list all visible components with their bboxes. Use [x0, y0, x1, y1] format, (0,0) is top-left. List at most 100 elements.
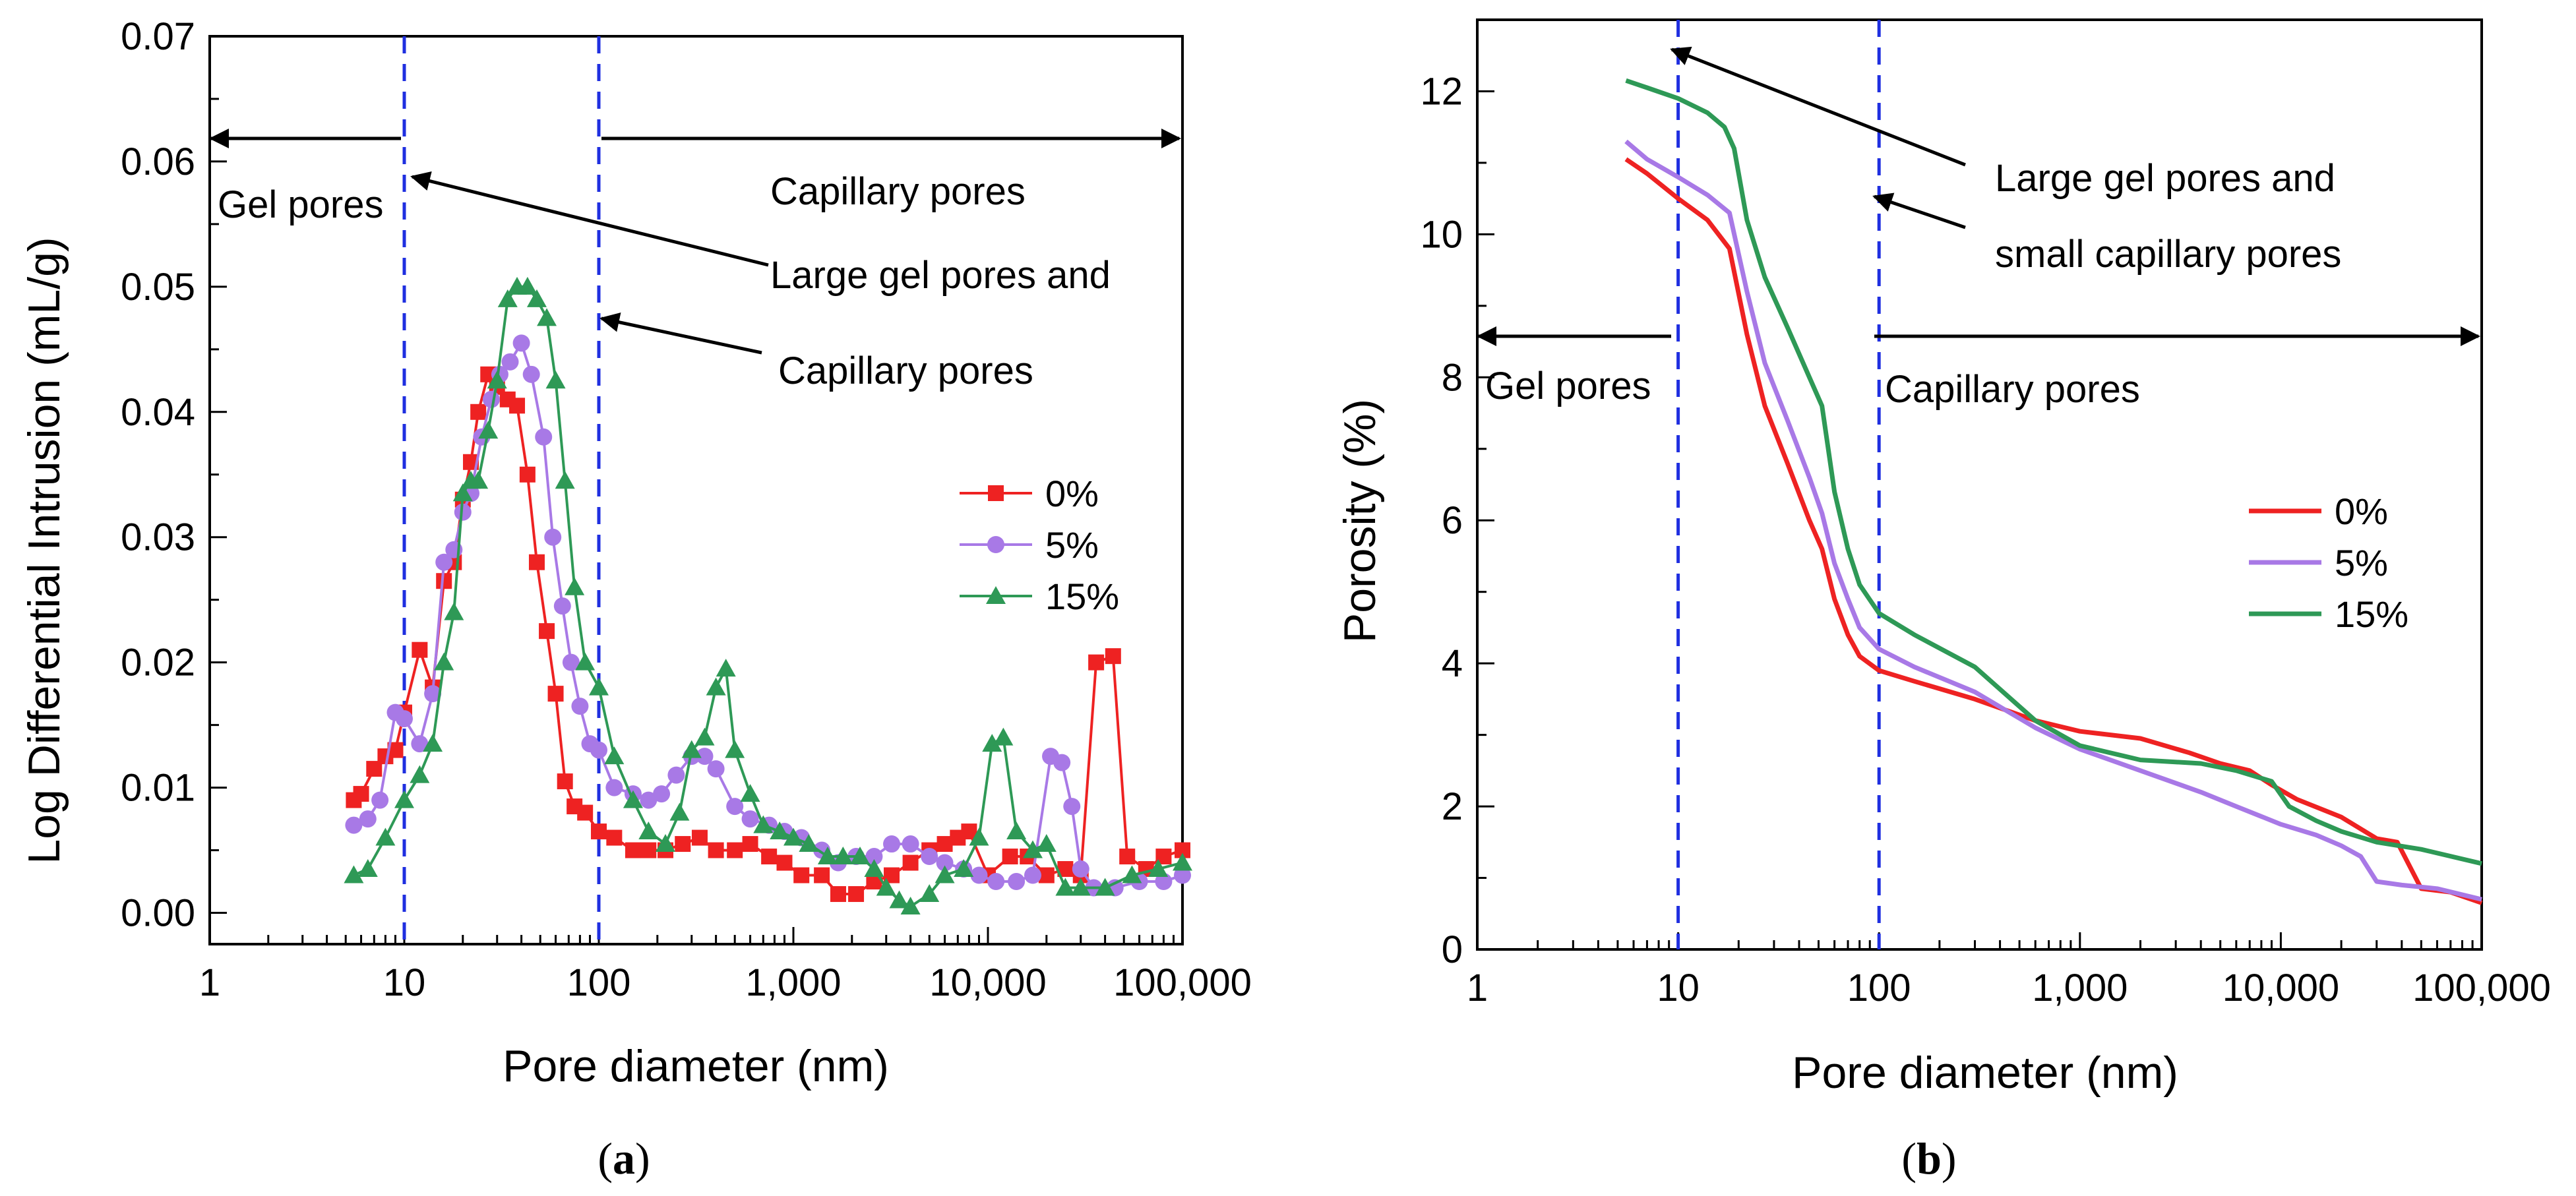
data-point — [562, 653, 580, 671]
data-point — [547, 686, 564, 702]
data-point — [876, 878, 896, 896]
data-point — [482, 390, 500, 408]
data-point — [1148, 859, 1169, 878]
data-point — [411, 735, 429, 753]
data-point — [696, 748, 714, 765]
data-point — [497, 289, 518, 307]
data-point — [357, 859, 378, 878]
data-point — [833, 847, 853, 865]
y-tick-label: 0.04 — [121, 391, 195, 434]
data-point — [850, 847, 871, 865]
data-point — [606, 829, 623, 846]
data-point — [1095, 878, 1115, 896]
data-point — [883, 835, 901, 853]
panel-a-gel-pores-label: Gel pores — [218, 183, 383, 226]
data-point — [604, 746, 625, 765]
legend-item: 15% — [2249, 593, 2408, 635]
data-point — [902, 835, 919, 853]
data-point — [345, 816, 363, 834]
data-point — [864, 859, 884, 878]
data-point — [865, 848, 883, 866]
panel-b-x-axis-label: Pore diameter (nm) — [1792, 1048, 2178, 1098]
series-5pct — [1624, 139, 2482, 902]
data-point — [577, 804, 594, 821]
y-tick-label: 0 — [1442, 928, 1463, 971]
legend-label: 0% — [2335, 491, 2388, 532]
series-line — [1624, 139, 2482, 902]
data-point — [1088, 654, 1105, 671]
y-tick-label: 0.01 — [121, 767, 195, 810]
data-point — [625, 842, 641, 858]
data-point — [793, 867, 810, 883]
data-point — [770, 822, 790, 840]
data-point — [375, 827, 396, 846]
data-point — [359, 810, 377, 828]
data-point — [1053, 754, 1071, 771]
data-point — [423, 734, 443, 752]
data-point — [753, 815, 774, 833]
y-tick-label: 4 — [1442, 642, 1463, 685]
x-tick-label: 1,000 — [745, 961, 841, 1004]
plot-frame — [208, 35, 1184, 945]
data-point — [1174, 866, 1191, 884]
data-point — [1036, 834, 1057, 852]
data-point — [545, 371, 566, 389]
y-tick-label: 2 — [1442, 785, 1463, 828]
data-point — [539, 623, 555, 640]
legend-item: 15% — [960, 576, 1119, 617]
data-point — [1072, 860, 1089, 878]
legend-item: 5% — [2249, 542, 2388, 583]
legend-marker — [986, 586, 1006, 604]
legend-label: 0% — [1045, 473, 1099, 514]
data-point — [889, 890, 909, 909]
y-tick-label: 0.03 — [121, 516, 195, 559]
panel-a-large-gel-label: Large gel pores and — [770, 254, 1111, 297]
data-point — [571, 698, 589, 715]
panel-b-large-gel-label-line1: Large gel pores and — [1995, 157, 2335, 200]
data-point — [919, 884, 940, 903]
data-point — [371, 791, 389, 809]
data-point — [1022, 840, 1043, 858]
x-tick-label: 10,000 — [929, 961, 1046, 1004]
panel-b-caption-letter: b — [1917, 1133, 1942, 1183]
panel-a-capillary-arrow-label: Capillary pores — [778, 349, 1033, 392]
legend-marker — [987, 536, 1004, 553]
panel-a-x-axis-label: Pore diameter (nm) — [503, 1041, 889, 1091]
panel-b-annotations: Large gel pores and small capillary pore… — [1477, 46, 2480, 411]
panel-b: 1 10 100 1,000 10,000 100,000 0 2 4 6 8 10 12 Porosi… — [1335, 18, 2551, 1183]
panel-a-large-gel-arrow — [410, 171, 769, 267]
data-point — [726, 798, 744, 816]
data-point — [1006, 822, 1027, 840]
panel-b-legend: 0% 5% 15% — [2249, 491, 2408, 635]
panel-a-legend: 0% 5% 15% — [960, 473, 1119, 617]
panel-b-plot-area: 1 10 100 1,000 10,000 100,000 0 2 4 6 8 10 12 — [1420, 18, 2551, 1009]
data-point — [544, 528, 562, 546]
data-point — [444, 602, 464, 620]
data-point — [707, 760, 725, 778]
data-point — [452, 483, 473, 502]
data-point — [1119, 849, 1136, 865]
data-point — [487, 371, 507, 389]
panel-a-y-axis-label: Log Differential Intrusion (mL/g) — [19, 237, 69, 864]
x-tick-label: 100,000 — [1113, 961, 1252, 1004]
x-tick-label: 10,000 — [2223, 967, 2339, 1009]
data-point — [725, 740, 745, 758]
data-point — [799, 834, 819, 852]
data-point — [344, 865, 364, 883]
legend-item: 0% — [2249, 491, 2388, 532]
data-point — [694, 727, 715, 746]
panel-a-annotations: Gel pores Capillary pores Large gel pore… — [209, 129, 1181, 392]
data-point — [902, 854, 919, 871]
data-point — [434, 652, 454, 671]
panel-b-large-gel-arrow — [1670, 46, 1966, 167]
panel-b-small-capillary-arrow — [1872, 193, 1966, 229]
data-point — [454, 503, 472, 521]
panel-a: 1 10 100 1,000 10,000 100,000 0.00 0.01 0.02 0.03… — [19, 15, 1252, 1183]
data-point — [669, 802, 690, 821]
x-tick-label: 10 — [383, 961, 426, 1004]
data-point — [478, 421, 499, 439]
data-point — [557, 773, 573, 790]
plot-frame — [1476, 18, 2483, 951]
series-0pct — [1624, 157, 2483, 905]
